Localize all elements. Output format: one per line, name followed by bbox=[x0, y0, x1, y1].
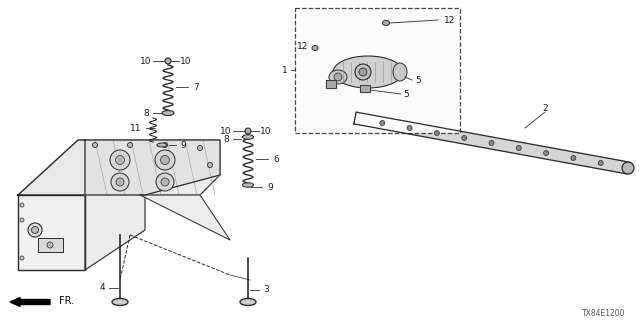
Circle shape bbox=[156, 173, 174, 191]
Circle shape bbox=[245, 128, 251, 134]
Text: 5: 5 bbox=[415, 76, 421, 84]
Circle shape bbox=[543, 150, 548, 156]
Circle shape bbox=[198, 146, 202, 150]
Text: 8: 8 bbox=[223, 134, 229, 143]
Circle shape bbox=[31, 227, 38, 234]
Polygon shape bbox=[326, 80, 336, 88]
Circle shape bbox=[355, 64, 371, 80]
Text: TX84E1200: TX84E1200 bbox=[582, 308, 625, 317]
Text: 12: 12 bbox=[444, 15, 456, 25]
Circle shape bbox=[516, 146, 522, 150]
Circle shape bbox=[435, 131, 440, 135]
Circle shape bbox=[20, 203, 24, 207]
Ellipse shape bbox=[157, 143, 167, 147]
Text: 11: 11 bbox=[131, 124, 141, 132]
Polygon shape bbox=[18, 140, 145, 195]
Circle shape bbox=[127, 142, 132, 148]
Circle shape bbox=[111, 173, 129, 191]
Circle shape bbox=[207, 163, 212, 167]
Text: 10: 10 bbox=[180, 57, 192, 66]
Text: 1: 1 bbox=[282, 66, 288, 75]
Text: 7: 7 bbox=[193, 83, 199, 92]
Text: 10: 10 bbox=[140, 57, 152, 66]
Polygon shape bbox=[18, 195, 85, 270]
Circle shape bbox=[161, 178, 169, 186]
Ellipse shape bbox=[312, 45, 318, 51]
Circle shape bbox=[359, 68, 367, 76]
FancyArrow shape bbox=[10, 298, 50, 307]
Text: FR.: FR. bbox=[60, 296, 75, 306]
Polygon shape bbox=[140, 195, 230, 240]
Text: 6: 6 bbox=[273, 155, 279, 164]
Bar bbox=[38, 238, 63, 252]
Polygon shape bbox=[360, 85, 370, 92]
Bar bbox=[295, 8, 460, 133]
Circle shape bbox=[20, 218, 24, 222]
Circle shape bbox=[116, 178, 124, 186]
Ellipse shape bbox=[240, 299, 256, 306]
Circle shape bbox=[571, 156, 576, 161]
Circle shape bbox=[407, 125, 412, 131]
Text: 5: 5 bbox=[403, 90, 409, 99]
Circle shape bbox=[161, 156, 170, 164]
Circle shape bbox=[115, 156, 125, 164]
Text: 12: 12 bbox=[298, 42, 308, 51]
Text: 10: 10 bbox=[220, 126, 232, 135]
Polygon shape bbox=[85, 140, 220, 270]
Circle shape bbox=[47, 242, 53, 248]
Ellipse shape bbox=[622, 162, 634, 174]
Text: 8: 8 bbox=[143, 108, 149, 117]
Circle shape bbox=[110, 150, 130, 170]
Ellipse shape bbox=[112, 299, 128, 306]
Ellipse shape bbox=[329, 70, 347, 84]
Circle shape bbox=[20, 256, 24, 260]
Ellipse shape bbox=[162, 110, 174, 116]
Text: 2: 2 bbox=[542, 103, 548, 113]
Circle shape bbox=[461, 135, 467, 140]
Ellipse shape bbox=[393, 63, 407, 81]
Text: 4: 4 bbox=[99, 284, 105, 292]
Text: 10: 10 bbox=[260, 126, 272, 135]
Circle shape bbox=[28, 223, 42, 237]
Circle shape bbox=[489, 140, 494, 146]
Ellipse shape bbox=[333, 56, 403, 88]
Polygon shape bbox=[85, 140, 220, 195]
Circle shape bbox=[334, 73, 342, 81]
Circle shape bbox=[598, 161, 604, 165]
Polygon shape bbox=[354, 112, 629, 174]
Text: 9: 9 bbox=[267, 182, 273, 191]
Circle shape bbox=[93, 142, 97, 148]
Ellipse shape bbox=[383, 20, 390, 26]
Ellipse shape bbox=[243, 183, 253, 187]
Circle shape bbox=[165, 58, 171, 64]
Circle shape bbox=[155, 150, 175, 170]
Circle shape bbox=[163, 142, 168, 148]
Text: 9: 9 bbox=[180, 140, 186, 149]
Circle shape bbox=[380, 121, 385, 125]
Ellipse shape bbox=[243, 135, 253, 139]
Text: 3: 3 bbox=[263, 285, 269, 294]
